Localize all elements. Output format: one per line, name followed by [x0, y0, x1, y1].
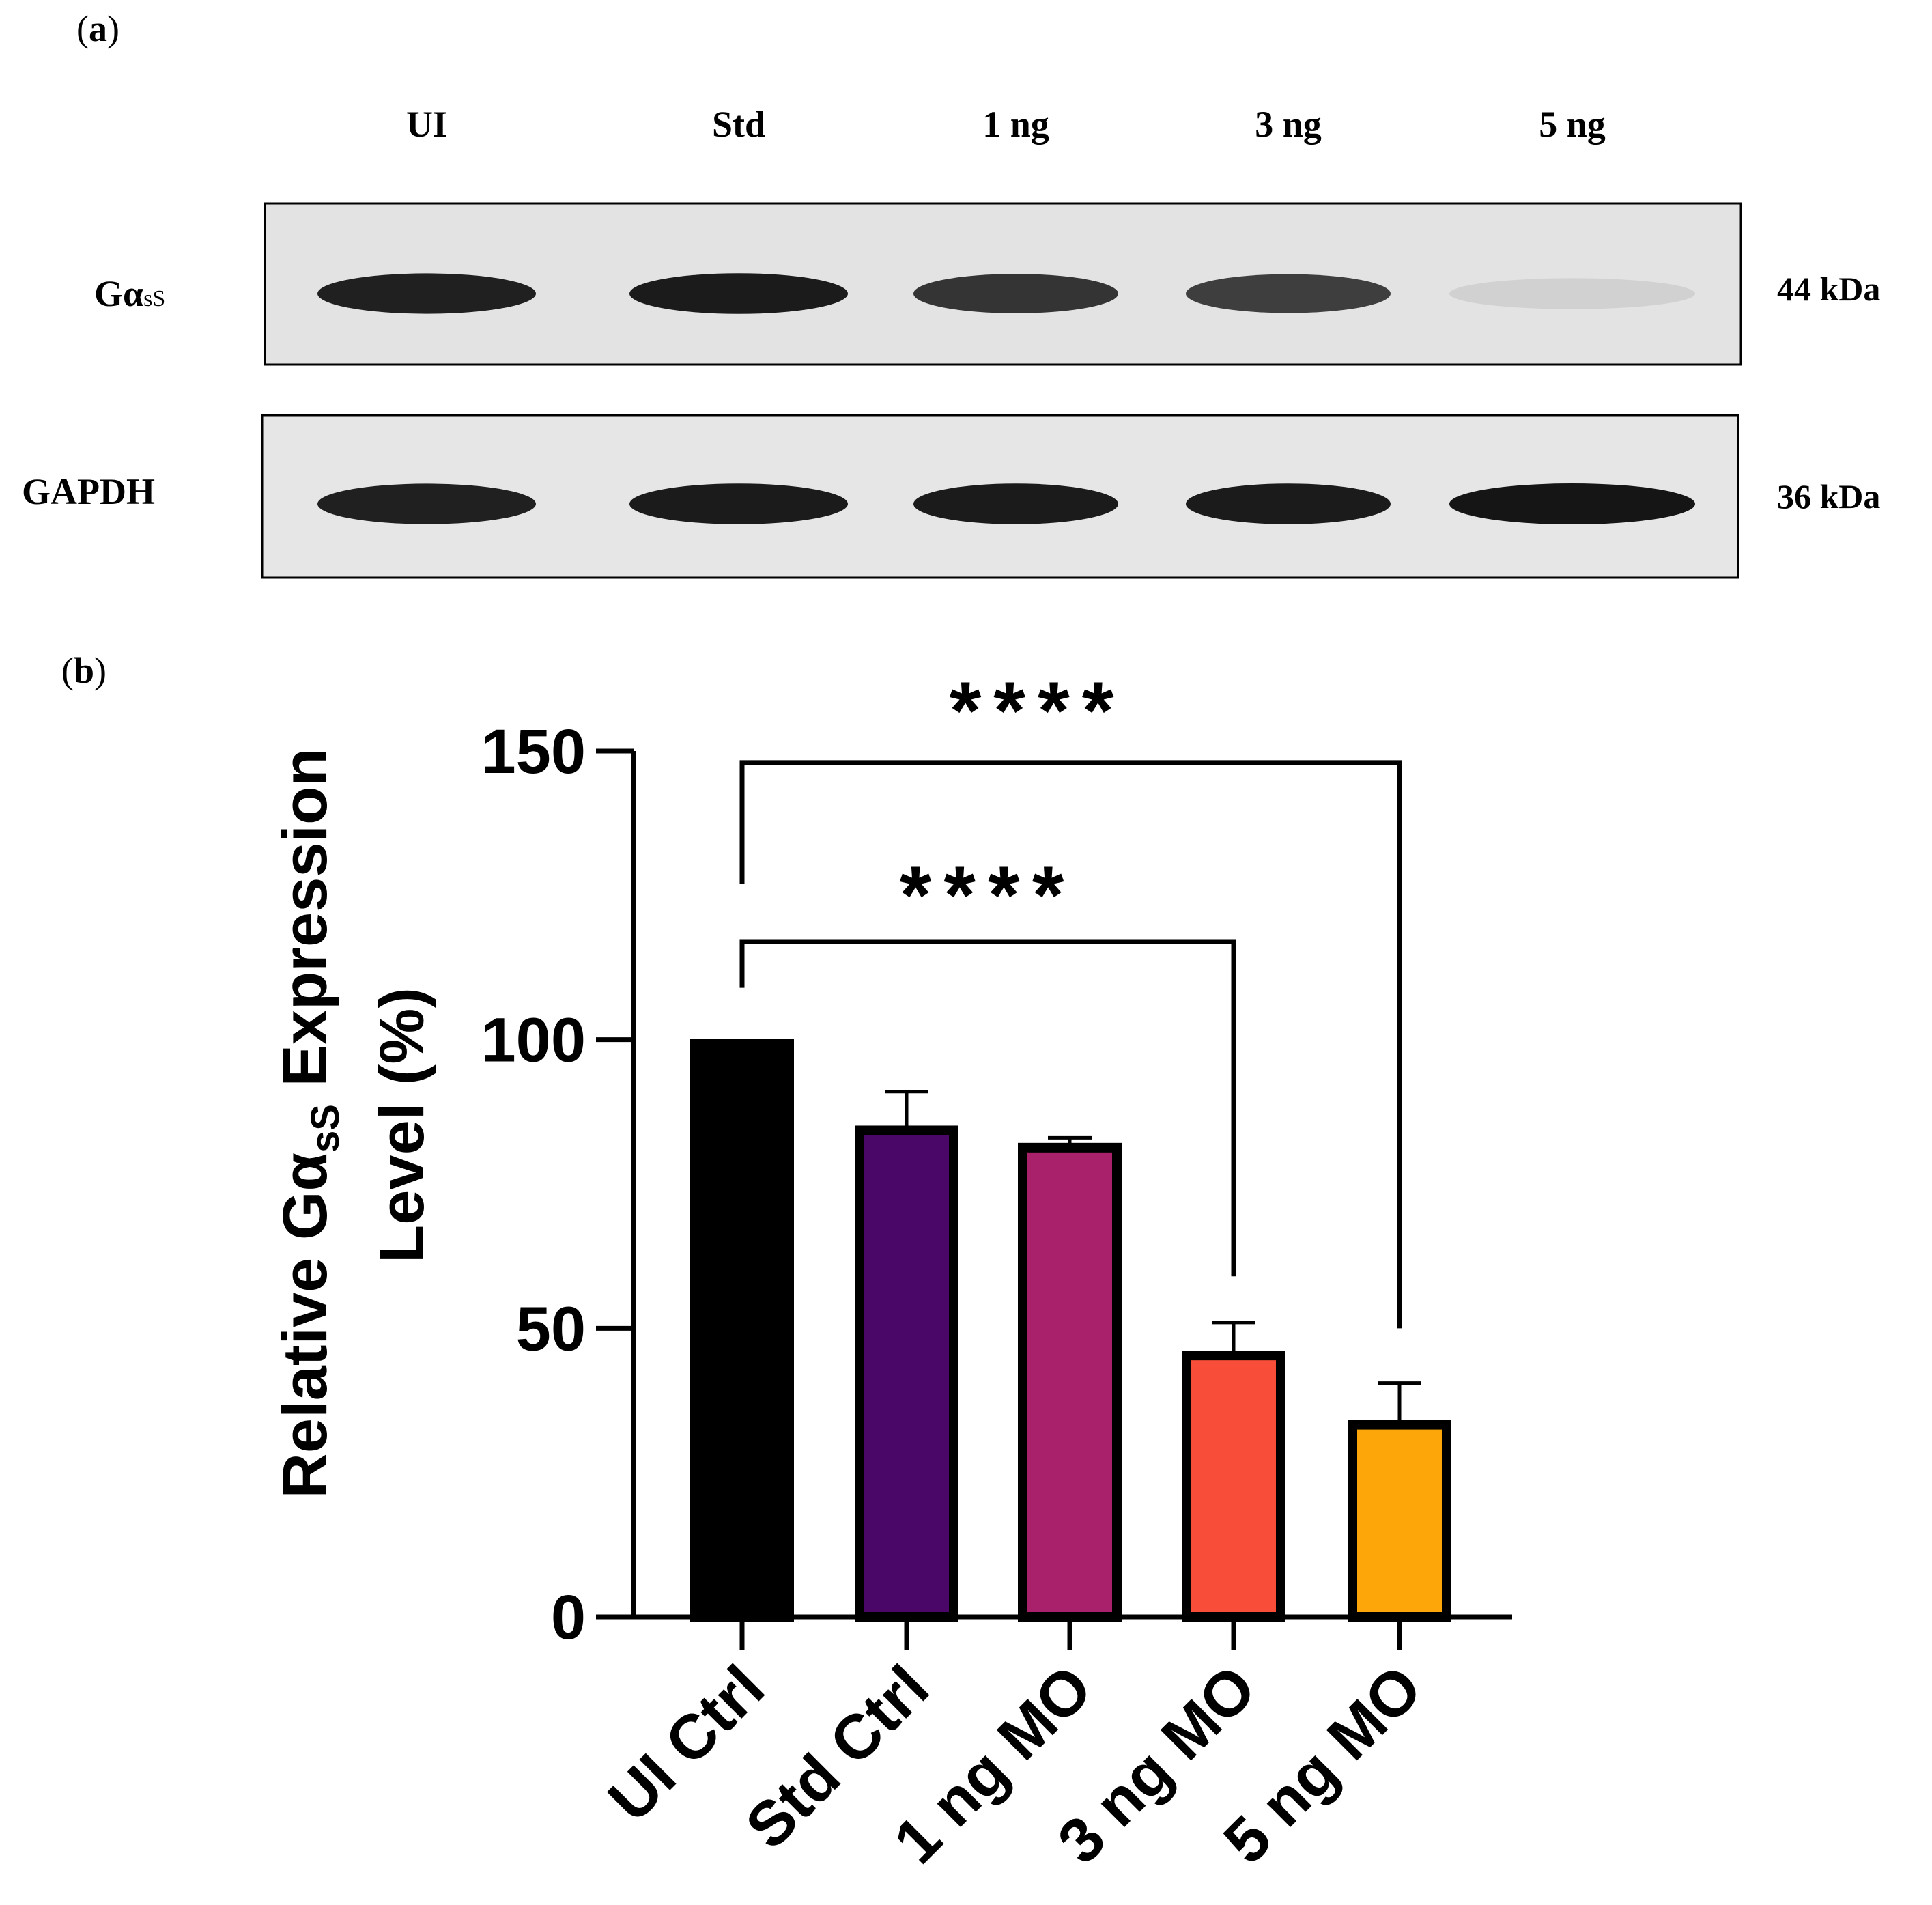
panel-b-label-close: ): [94, 650, 106, 691]
blot-band: [629, 483, 848, 524]
panel-a-label-letter: a: [89, 8, 107, 49]
significance-bracket: [739, 760, 1402, 1329]
panel-a-label-close: ): [107, 8, 119, 49]
lane-label: 3 ng: [1255, 104, 1322, 145]
blot-1-size: 44 kDa: [1777, 270, 1880, 308]
blot-band: [913, 483, 1118, 524]
significance-bracket: [739, 939, 1236, 1277]
y-tick-label: 0: [551, 1583, 586, 1652]
y-tick-label: 100: [481, 1006, 586, 1075]
panel-a-label: (a): [76, 8, 119, 49]
blot-band: [1186, 483, 1391, 524]
blot-band: [1449, 483, 1695, 524]
y-axis-label-line1: Relative GαsS Expression: [270, 748, 347, 1498]
blot-2-size: 36 kDa: [1777, 477, 1880, 516]
bar: [690, 1039, 794, 1622]
blot-1-protein-name: Gα: [94, 273, 143, 314]
significance-label: ****: [900, 849, 1077, 941]
blot-1-protein-label: GαsS: [94, 273, 165, 314]
y-axis-label-line2: Level (%): [367, 987, 437, 1263]
bar: [1018, 1142, 1122, 1622]
y-axis-label-line1-pre: Relative Gα: [270, 1153, 340, 1499]
panel-a-label-open: (: [76, 8, 89, 49]
blot-2-protein-name: GAPDH: [22, 471, 155, 512]
blot-band: [317, 273, 536, 314]
blot-1-protein-subscript: sS: [143, 286, 165, 311]
blot-2-protein-label: GAPDH: [22, 471, 155, 512]
y-axis-label-line1-post: Expression: [270, 748, 340, 1104]
blot-1-bands: [317, 273, 1695, 314]
blot-band: [1449, 278, 1695, 309]
blot-band: [1186, 274, 1391, 313]
y-tick-label: 150: [481, 717, 586, 787]
blot-band: [629, 273, 848, 314]
bar: [1348, 1420, 1451, 1622]
lane-label: 1 ng: [982, 104, 1049, 145]
lane-label: UI: [406, 104, 447, 145]
lane-label: Std: [712, 104, 765, 145]
blot-band: [317, 483, 536, 524]
bar: [855, 1125, 958, 1622]
y-axis-label-line1-sub: sS: [303, 1104, 347, 1153]
y-tick-label: 50: [516, 1294, 586, 1364]
lane-label: 5 ng: [1539, 104, 1606, 145]
panel-b-label-open: (: [61, 650, 74, 691]
lane-labels: UI Std 1 ng 3 ng 5 ng: [406, 104, 1606, 145]
blot-2-bands: [317, 483, 1695, 524]
significance-label: ****: [950, 665, 1126, 757]
blot-band: [913, 274, 1118, 313]
panel-b-label-letter: b: [74, 650, 94, 691]
bar: [1182, 1351, 1285, 1622]
panel-b-label: (b): [61, 650, 106, 691]
y-axis-label: Relative GαsS Expression Level (%): [270, 748, 437, 1498]
